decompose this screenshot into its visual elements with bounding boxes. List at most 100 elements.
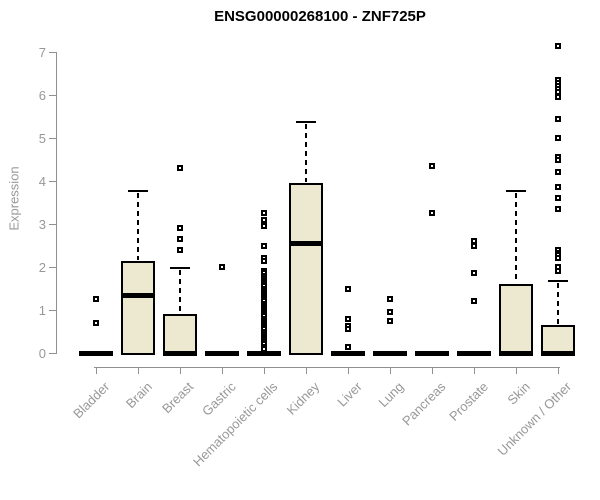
outlier-point <box>555 205 561 212</box>
outlier-point <box>177 236 183 243</box>
whisker-cap <box>296 120 316 123</box>
x-category-label: Lung <box>375 379 407 411</box>
whisker-cap <box>128 189 148 192</box>
whisker-line <box>137 192 139 260</box>
x-axis-tick <box>348 367 349 374</box>
outlier-point <box>345 343 351 350</box>
box-Breast <box>163 314 197 355</box>
y-tick-label: 1 <box>38 303 46 318</box>
outlier-point <box>555 135 561 141</box>
x-category-label: Unknown / Other <box>495 379 575 459</box>
y-axis-tick <box>49 181 56 182</box>
outlier-point <box>261 257 267 264</box>
outlier-point <box>93 296 99 303</box>
x-category-label: Kidney <box>283 379 323 418</box>
x-axis-tick <box>180 367 181 374</box>
chart-title: ENSG00000268100 - ZNF725P <box>214 8 426 25</box>
median-line <box>205 351 239 356</box>
y-tick-label: 3 <box>38 217 46 232</box>
outlier-point <box>471 270 477 277</box>
median-line <box>373 351 407 356</box>
x-axis-tick <box>264 367 265 374</box>
outlier-point <box>555 156 561 163</box>
x-axis-tick <box>222 367 223 374</box>
whisker-cap <box>170 267 190 269</box>
box-Unknown-Other <box>541 325 575 355</box>
outlier-point <box>261 242 267 249</box>
y-axis-tick <box>49 353 56 354</box>
median-line <box>247 351 281 356</box>
outlier-point <box>219 264 225 270</box>
outlier-point <box>261 223 267 230</box>
y-tick-label: 4 <box>38 174 46 189</box>
whisker-line <box>515 192 517 284</box>
y-axis-tick <box>49 138 56 139</box>
y-tick-label: 6 <box>38 88 46 103</box>
median-line <box>499 351 533 356</box>
outlier-point <box>555 255 561 262</box>
x-axis-tick <box>516 367 517 374</box>
outlier-point <box>387 317 393 324</box>
x-axis-tick <box>96 367 97 374</box>
x-category-label: Liver <box>334 379 365 410</box>
x-category-label: Skin <box>504 379 533 408</box>
outlier-point <box>261 345 267 352</box>
outlier-point <box>471 238 477 245</box>
outlier-point <box>555 184 561 191</box>
median-line <box>457 351 491 356</box>
outlier-point <box>555 94 561 101</box>
x-axis-tick <box>138 367 139 374</box>
median-line <box>79 351 113 356</box>
outlier-point <box>387 309 393 316</box>
outlier-point <box>429 162 435 169</box>
median-line <box>541 351 575 356</box>
x-category-label: Brain <box>122 379 155 412</box>
y-tick-label: 5 <box>38 131 46 146</box>
y-axis-tick <box>49 267 56 268</box>
outlier-point <box>471 298 477 305</box>
outlier-point <box>555 195 561 202</box>
x-category-label: Prostate <box>445 379 491 424</box>
median-line <box>163 351 197 356</box>
whisker-cap <box>506 189 526 192</box>
y-tick-label: 2 <box>38 260 46 275</box>
box-Skin <box>499 284 533 355</box>
outlier-point <box>93 319 99 326</box>
x-axis-tick <box>390 367 391 374</box>
x-axis-tick <box>474 367 475 374</box>
box-Kidney <box>289 183 323 355</box>
x-axis-tick <box>432 367 433 374</box>
outlier-point <box>555 115 561 122</box>
outlier-point <box>429 210 435 217</box>
y-tick-label: 7 <box>38 45 46 60</box>
outlier-point <box>387 296 393 303</box>
outlier-point <box>345 315 351 322</box>
outlier-point <box>345 326 351 333</box>
x-category-label: Gastric <box>198 379 239 419</box>
outlier-point <box>555 169 561 176</box>
median-line <box>415 351 449 356</box>
x-category-label: Breast <box>159 379 197 417</box>
outlier-point <box>177 165 183 172</box>
x-axis-tick <box>306 367 307 374</box>
y-axis-tick <box>49 52 56 53</box>
outlier-point <box>555 268 561 275</box>
y-axis-line <box>56 52 57 354</box>
outlier-point <box>555 88 561 95</box>
outlier-point <box>471 243 477 250</box>
whisker-line <box>179 270 181 314</box>
y-axis-tick <box>49 224 56 225</box>
outlier-point <box>177 246 183 253</box>
outlier-point <box>261 216 267 223</box>
x-axis-tick <box>558 367 559 374</box>
outlier-point <box>345 285 351 292</box>
outlier-point <box>177 225 183 232</box>
x-category-label: Pancreas <box>399 379 449 429</box>
median-line <box>331 351 365 356</box>
median-line <box>121 292 155 298</box>
y-tick-label: 0 <box>38 346 46 361</box>
x-category-label: Bladder <box>70 379 113 422</box>
box-Brain <box>121 260 155 355</box>
